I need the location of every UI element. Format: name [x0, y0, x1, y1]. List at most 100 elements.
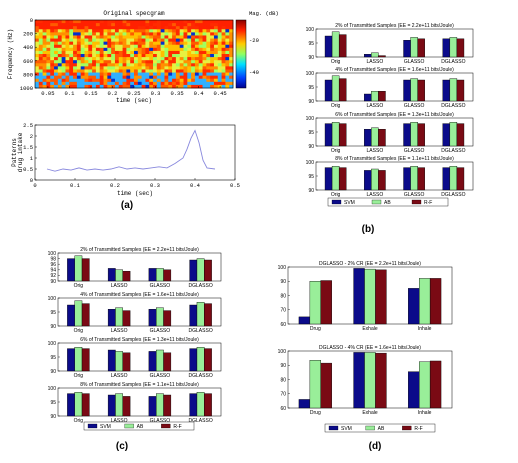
heatmap-cell [179, 41, 184, 46]
heatmap-cell [221, 81, 226, 86]
heatmap-cell [141, 44, 146, 49]
heatmap-cell [164, 66, 169, 70]
heatmap-cell [38, 35, 44, 39]
heatmap-cell [88, 41, 93, 46]
heatmap-cell [114, 35, 120, 39]
heatmap-cell [99, 75, 104, 80]
heatmap-cell [69, 47, 74, 52]
heatmap-cell [172, 78, 177, 83]
heatmap-cell [76, 32, 82, 36]
heatmap-cell [111, 23, 116, 27]
heatmap-cell [160, 44, 165, 49]
legend-label: AB [137, 424, 144, 430]
heatmap-cell [35, 32, 40, 36]
heatmap-cell [153, 84, 158, 89]
heatmap-cell [54, 60, 59, 64]
heatmap-cell [114, 50, 120, 55]
y-tick-label: 96 [50, 262, 56, 268]
bar-r-f [163, 269, 172, 282]
heatmap-cell [114, 84, 120, 89]
category-label: Orig [74, 373, 84, 379]
heatmap-cell [137, 44, 143, 49]
heatmap-cell [134, 32, 139, 36]
heatmap-cell [156, 50, 162, 55]
bar-r-f [378, 170, 386, 191]
heatmap-cell [73, 26, 78, 30]
bar-r-f [122, 310, 131, 327]
heatmap-cell [122, 50, 127, 55]
bar-r-f [456, 79, 465, 102]
bar-r-f [429, 278, 442, 325]
heatmap-cell [160, 78, 165, 83]
heatmap-cell [179, 44, 184, 49]
heatmap-cell [156, 84, 162, 89]
heatmap-cell [183, 66, 188, 70]
heatmap-cell [126, 23, 131, 27]
heatmap-cell [156, 38, 162, 43]
heatmap-cell [198, 26, 203, 30]
heatmap-cell [54, 84, 59, 89]
heatmap-cell [221, 75, 226, 80]
heatmap-cell [50, 57, 55, 61]
heatmap-cell [84, 35, 89, 39]
heatmap-cell [50, 78, 55, 83]
heatmap-cell [111, 72, 116, 77]
heatmap-cell [191, 23, 196, 27]
heatmap-cell [210, 57, 215, 61]
heatmap-cell [225, 84, 230, 89]
heatmap-cell [118, 44, 123, 49]
heatmap-cell [145, 32, 150, 36]
heatmap-cell [210, 72, 215, 77]
heatmap-cell [84, 32, 89, 36]
heatmap-cell [156, 57, 162, 61]
heatmap-cell [69, 32, 74, 36]
heatmap-cell [172, 29, 177, 33]
heatmap-cell [92, 72, 97, 77]
heatmap-cell [206, 75, 211, 80]
heatmap-cell [69, 44, 74, 49]
heatmap-cell [69, 75, 74, 80]
heatmap-cell [194, 57, 200, 61]
heatmap-cell [88, 57, 93, 61]
heatmap-cell [202, 32, 207, 36]
heatmap-cell [213, 60, 219, 64]
bar-svm [67, 348, 75, 372]
heatmap-cell [118, 35, 123, 39]
heatmap-cell [126, 54, 131, 58]
heatmap-cell [38, 29, 44, 33]
heatmap-cell [149, 29, 154, 33]
bar-ab [419, 278, 431, 325]
x-tick-label: 0.4 [190, 182, 201, 189]
heatmap-cell [164, 78, 169, 83]
heatmap-cell [54, 78, 59, 83]
heatmap-cell [198, 81, 203, 86]
heatmap-cell [134, 57, 139, 61]
heatmap-cell [130, 78, 135, 83]
heatmap-cell [92, 78, 97, 83]
heatmap-cell [191, 26, 196, 30]
heatmap-cell [35, 23, 40, 27]
heatmap-cell [122, 54, 127, 58]
heatmap-cell [206, 72, 211, 77]
category-label: Exhale [362, 326, 378, 332]
heatmap-cell [217, 41, 222, 46]
heatmap-cell [172, 41, 177, 46]
heatmap-cell [130, 75, 135, 80]
heatmap-cell [213, 29, 219, 33]
heatmap-cell [183, 29, 188, 33]
x-tick-label: 0.45 [213, 90, 226, 97]
bar-r-f [81, 258, 90, 282]
heatmap-cell [46, 41, 51, 46]
heatmap-cell [80, 38, 85, 43]
heatmap-cell [111, 78, 116, 83]
heatmap-cell [46, 47, 51, 52]
heatmap-cell [183, 54, 188, 58]
heatmap-cell [198, 35, 203, 39]
bar-r-f [417, 123, 425, 147]
category-label: GLASSO [150, 328, 171, 334]
heatmap-cell [187, 84, 192, 89]
heatmap-cell [118, 32, 123, 36]
heatmap-cell [69, 66, 74, 70]
heatmap-cell [187, 57, 192, 61]
heatmap-cell [225, 47, 230, 52]
